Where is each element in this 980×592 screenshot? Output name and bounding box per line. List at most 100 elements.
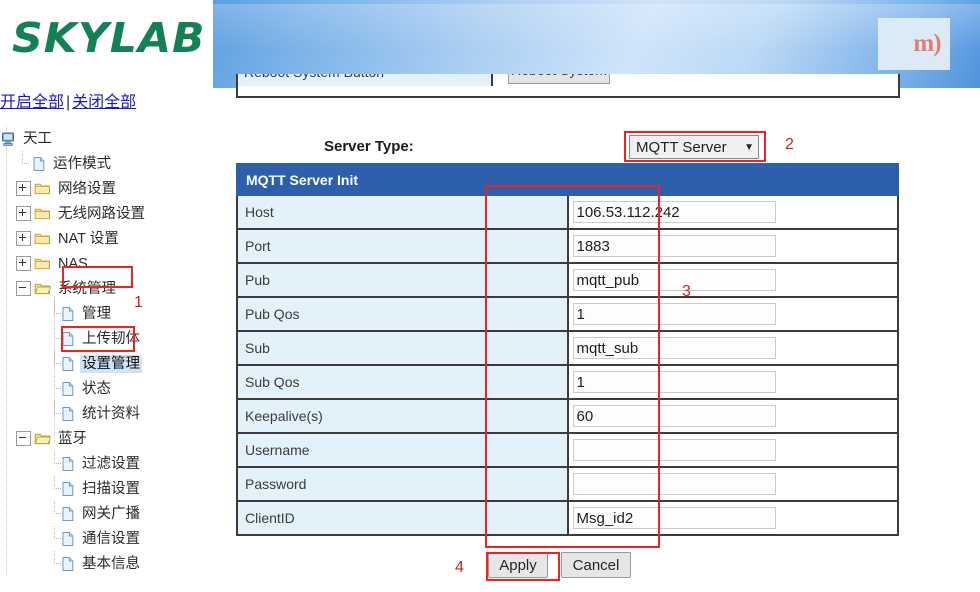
sidebar-item-label: 过滤设置 [82,455,140,472]
sidebar-item-label: 基本信息 [82,555,140,572]
reboot-system-button[interactable]: Reboot System [508,74,610,84]
tree-expander-plus-icon[interactable] [16,256,31,271]
field-input-host[interactable] [572,201,776,223]
computer-icon [2,132,14,146]
tree-expander-minus-icon[interactable] [16,281,31,296]
field-input-pub-qos[interactable] [572,303,776,325]
sidebar-item-label: 网关广播 [82,505,140,522]
sidebar-item-5[interactable]: NAT 设置 [0,226,210,251]
tree-connector [48,326,62,351]
page-icon [62,331,74,346]
field-label-cell: Pub Qos [236,296,569,332]
field-label: Password [245,476,307,492]
table-row: Keepalive(s) [236,398,899,434]
skylab-logo: SKYLAB [12,14,206,62]
table-row: Sub [236,330,899,366]
expand-all-link[interactable]: 开启全部 [0,94,65,111]
sidebar-item-1[interactable]: 天工 [0,126,210,151]
field-input-sub[interactable] [572,337,776,359]
sidebar-item-label: 无线网路设置 [58,205,145,222]
sidebar-item-17[interactable]: 通信设置 [0,526,210,551]
sidebar-item-10[interactable]: 设置管理 [0,351,210,376]
tree-connector [48,376,62,401]
partial-reboot-row: Reboot System Button Reboot System [236,74,900,98]
sidebar-item-14[interactable]: 过滤设置 [0,451,210,476]
sidebar-item-8[interactable]: 管理 [0,301,210,326]
sidebar-item-11[interactable]: 状态 [0,376,210,401]
table-row: Password [236,466,899,502]
sidebar-item-2[interactable]: 运作模式 [0,151,210,176]
sidebar-item-4[interactable]: 无线网路设置 [0,201,210,226]
page-icon [33,156,45,171]
folder-open-icon [34,283,51,295]
sidebar-item-12[interactable]: 统计资料 [0,401,210,426]
field-value-cell [566,262,899,298]
table-row: Port [236,228,899,264]
field-input-pub[interactable] [572,269,776,291]
folder-open-icon [34,433,51,445]
server-type-label: Server Type: [324,138,414,155]
reboot-row-label: Reboot System Button [238,74,493,86]
links-separator: | [66,94,71,111]
tree-connector [48,451,62,476]
field-value-cell [566,432,899,468]
field-label: Host [245,204,274,220]
server-type-selected-value: MQTT Server [636,138,727,156]
field-input-port[interactable] [572,235,776,257]
page-icon [62,381,74,396]
sidebar-item-label: 网络设置 [58,180,116,197]
field-label-cell: Username [236,432,569,468]
field-label: ClientID [245,510,295,526]
field-label-cell: Password [236,466,569,502]
collapse-all-link[interactable]: 关闭全部 [72,94,137,111]
tree-expander-minus-icon[interactable] [16,431,31,446]
field-label: Sub [245,340,270,356]
table-row: ClientID [236,500,899,536]
field-input-username[interactable] [572,439,776,461]
field-value-cell [566,500,899,536]
tree-expander-plus-icon[interactable] [16,231,31,246]
field-label: Port [245,238,271,254]
tree-connector [48,551,62,576]
tree-connector [48,401,62,426]
field-label: Sub Qos [245,374,300,390]
field-label-cell: Keepalive(s) [236,398,569,434]
sidebar-item-9[interactable]: 上传韧体 [0,326,210,351]
tree-guide-line [6,126,7,576]
sidebar-item-16[interactable]: 网关广播 [0,501,210,526]
sidebar-item-label: 天工 [23,130,52,147]
sidebar-item-label: 统计资料 [82,405,140,422]
field-input-clientid[interactable] [572,507,776,529]
navigation-tree: 天工 运作模式 网络设置 无线网路设置 NAT 设置 NAS 系统管理 管理 上传韧体 设置管理状… [0,126,210,576]
server-type-select[interactable]: MQTT Server ▼ [629,135,759,159]
field-input-password[interactable] [572,473,776,495]
field-label: Pub [245,272,270,288]
sidebar-item-label: 状态 [82,380,111,397]
field-value-cell [566,364,899,400]
field-input-keepalive-s[interactable] [572,405,776,427]
sidebar-item-3[interactable]: 网络设置 [0,176,210,201]
tree-expander-plus-icon[interactable] [16,181,31,196]
sidebar-item-label: 系统管理 [58,280,116,297]
banner-logo-text: m) [913,30,941,57]
page-icon [62,356,74,371]
field-input-sub-qos[interactable] [572,371,776,393]
tree-connector [48,351,62,376]
cancel-button[interactable]: Cancel [561,552,631,578]
field-value-cell [566,330,899,366]
sidebar-item-13[interactable]: 蓝牙 [0,426,210,451]
table-row: Pub [236,262,899,298]
sidebar-item-15[interactable]: 扫描设置 [0,476,210,501]
tree-expander-plus-icon[interactable] [16,206,31,221]
page-icon [62,531,74,546]
sidebar-item-label: 通信设置 [82,530,140,547]
sidebar-item-18[interactable]: 基本信息 [0,551,210,576]
sidebar-item-label: 扫描设置 [82,480,140,497]
apply-button[interactable]: Apply [488,552,548,578]
folder-icon [34,258,50,270]
page-icon [62,556,74,571]
sidebar-item-7[interactable]: 系统管理 [0,276,210,301]
folder-icon [34,208,50,220]
page-icon [62,406,74,421]
annotation-number-1: 1 [134,294,143,311]
